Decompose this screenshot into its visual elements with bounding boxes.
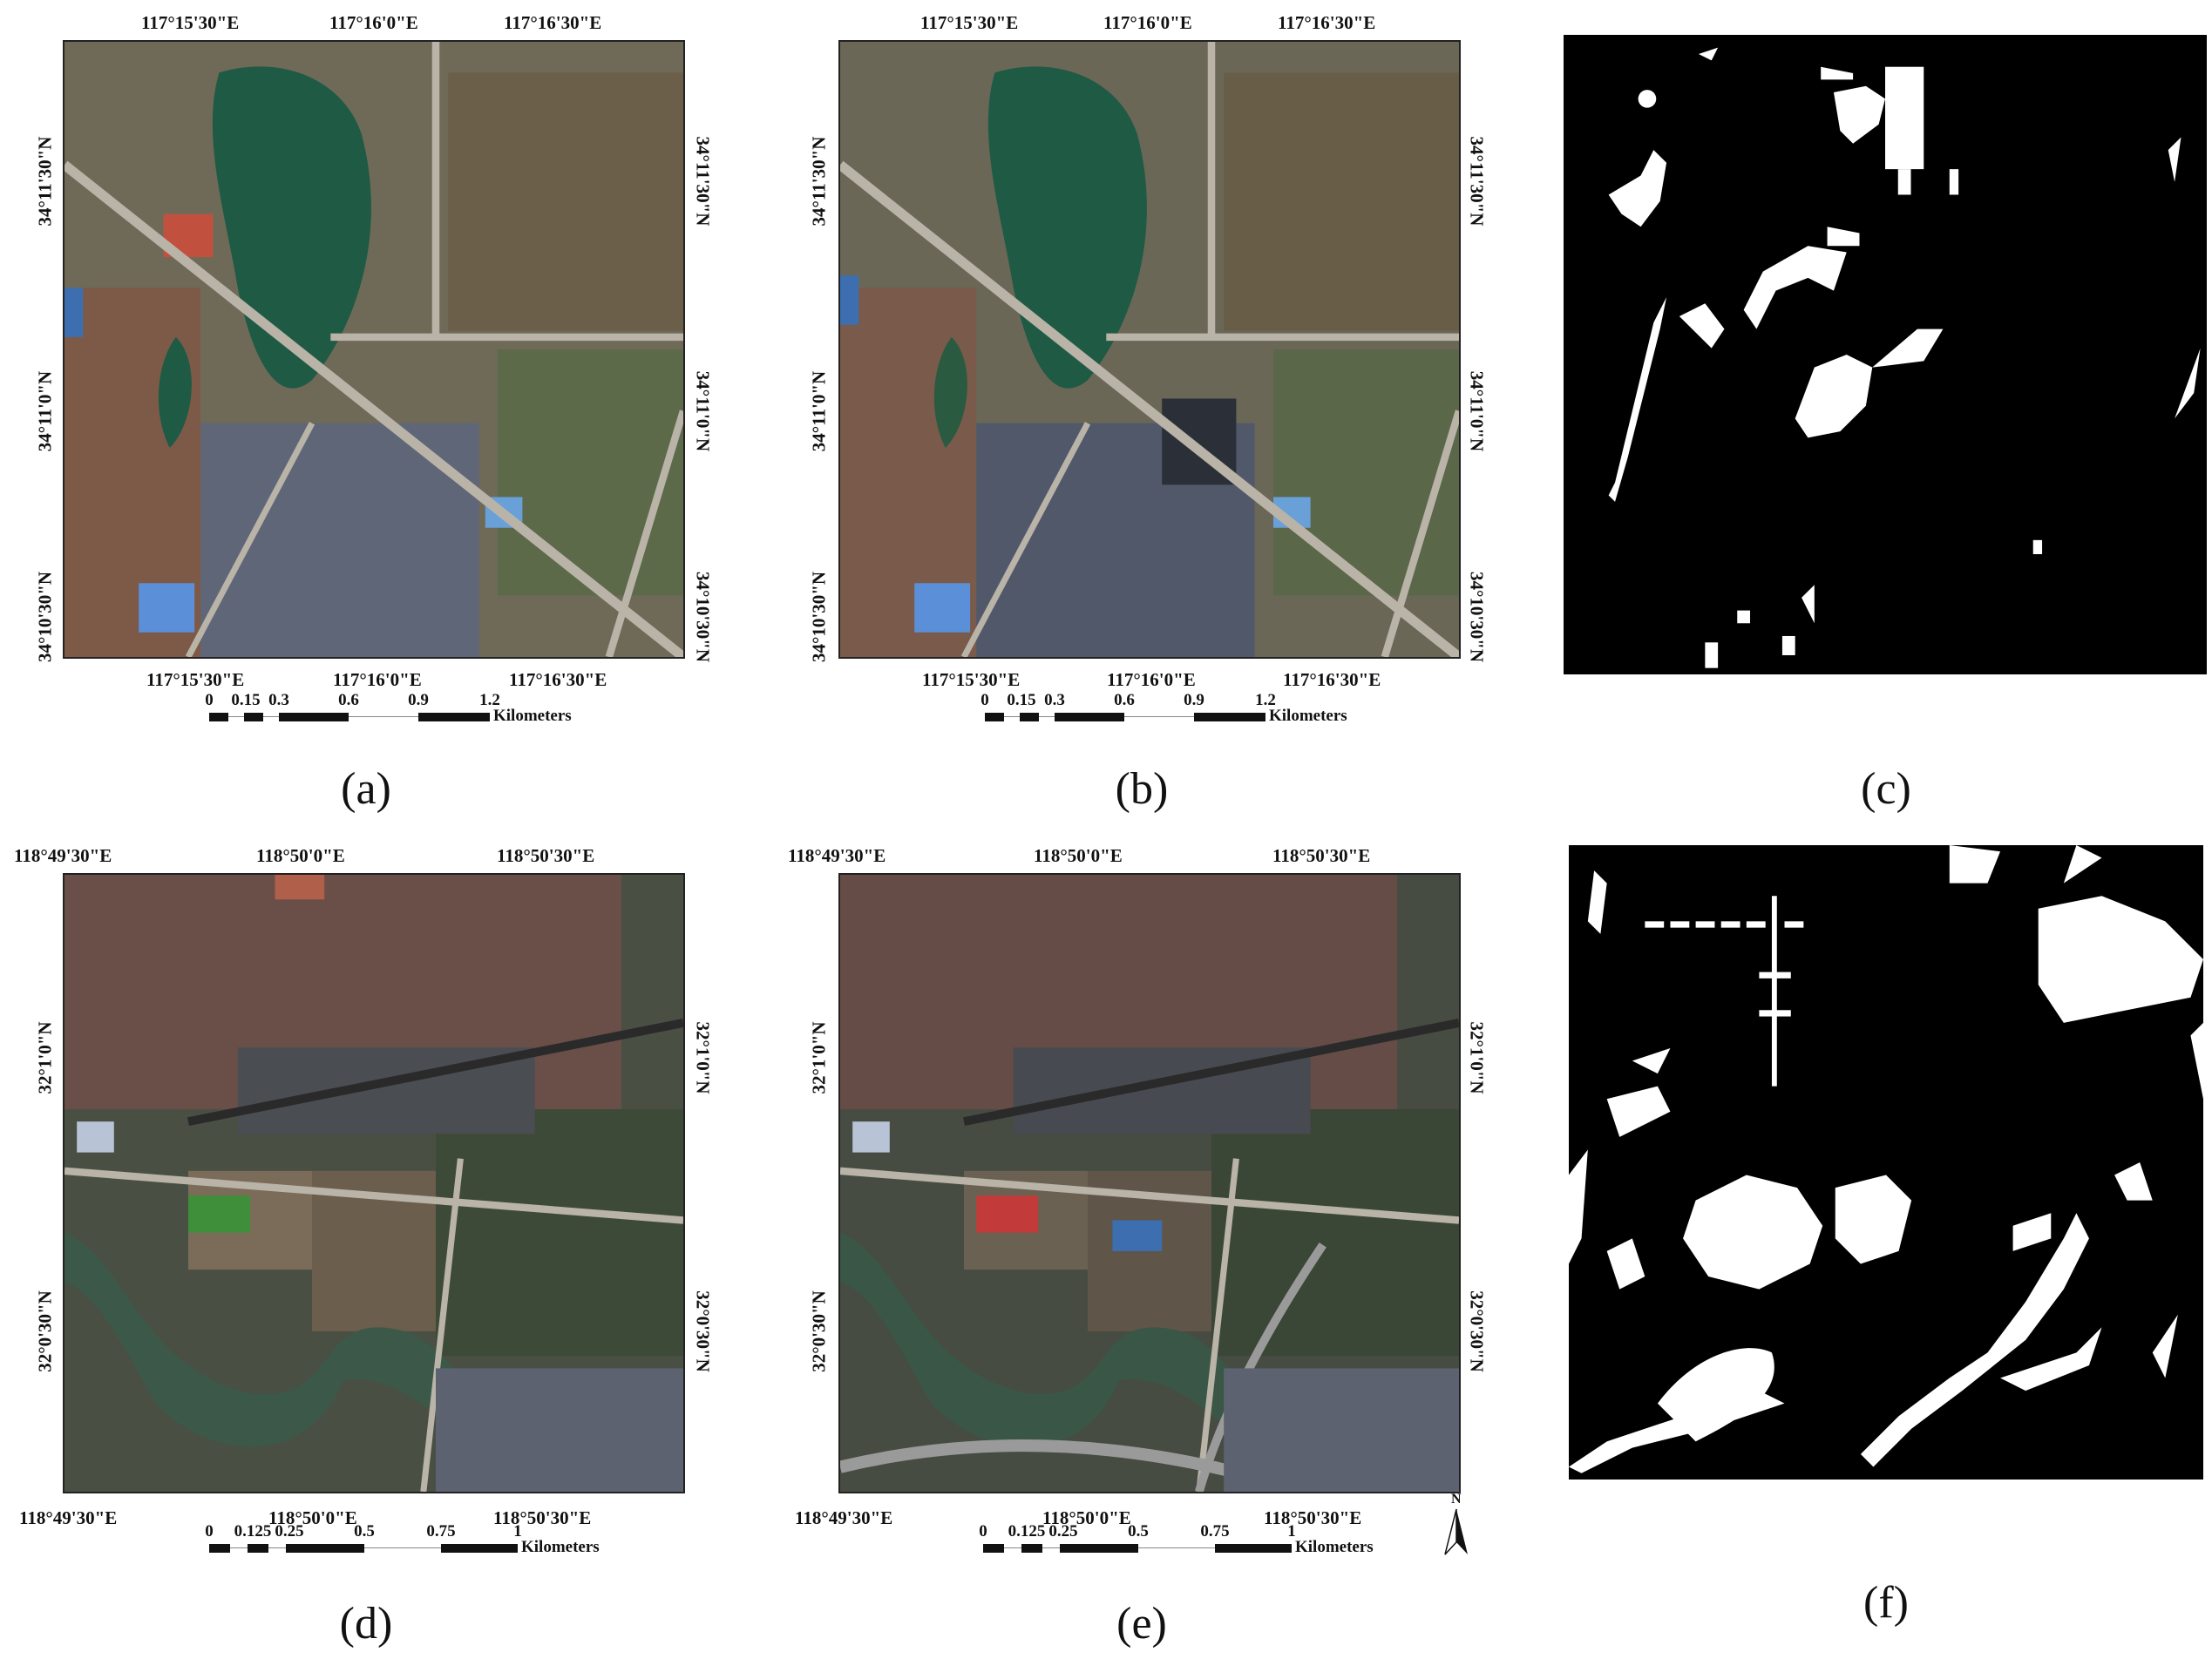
left-tick-a-3: 34°10'30"N <box>34 571 56 663</box>
scale-label-b-0: 0 <box>980 691 989 709</box>
left-tick-a-1: 34°11'30"N <box>34 136 56 227</box>
top-tick-d-3: 118°50'30"E <box>497 845 595 866</box>
right-tick-e-2: 32°0'30"N <box>1466 1290 1488 1372</box>
bottom-tick-b-1: 117°15'30"E <box>922 669 1021 690</box>
satellite-imagery-a <box>64 42 683 657</box>
bottom-tick-a-2: 117°16'0"E <box>333 669 422 690</box>
satellite-map-e <box>838 873 1461 1493</box>
scale-unit-d: Kilometers <box>521 1538 600 1556</box>
right-tick-b-2: 34°11'0"N <box>1466 370 1488 452</box>
change-map-f-shapes <box>1569 845 2203 1473</box>
satellite-map-b <box>838 40 1461 659</box>
top-tick-e-2: 118°50'0"E <box>1034 845 1123 866</box>
bottom-tick-b-3: 117°16'30"E <box>1283 669 1381 690</box>
right-tick-a-3: 34°10'30"N <box>692 571 714 663</box>
scale-label-b-4: 0.9 <box>1184 691 1204 709</box>
scale-label-d-5: 1 <box>513 1522 522 1540</box>
scale-label-e-3: 0.5 <box>1128 1522 1149 1540</box>
scale-label-e-1: 0.125 <box>1008 1522 1046 1540</box>
scale-label-b-2: 0.3 <box>1044 691 1065 709</box>
scale-label-a-0: 0 <box>205 691 214 709</box>
right-tick-e-1: 32°1'0"N <box>1466 1021 1488 1094</box>
scale-label-e-2: 0.25 <box>1048 1522 1078 1540</box>
bottom-tick-d-3: 118°50'30"E <box>493 1507 592 1528</box>
left-tick-d-1: 32°1'0"N <box>34 1021 56 1094</box>
top-tick-a-1: 117°15'30"E <box>141 12 240 33</box>
bottom-tick-a-3: 117°16'30"E <box>509 669 607 690</box>
satellite-imagery-d <box>64 875 683 1492</box>
caption-c: (c) <box>1861 764 1911 814</box>
right-tick-b-3: 34°10'30"N <box>1466 571 1488 663</box>
right-tick-a-2: 34°11'0"N <box>692 370 714 452</box>
left-tick-b-1: 34°11'30"N <box>808 136 830 227</box>
bottom-tick-e-1: 118°49'30"E <box>795 1507 893 1528</box>
scale-label-a-2: 0.3 <box>268 691 289 709</box>
bottom-tick-e-2: 118°50'0"E <box>1042 1507 1131 1528</box>
satellite-imagery-b <box>840 42 1459 657</box>
right-tick-a-1: 34°11'30"N <box>692 136 714 227</box>
bottom-tick-e-3: 118°50'30"E <box>1264 1507 1362 1528</box>
scale-label-d-3: 0.5 <box>354 1522 375 1540</box>
scale-label-b-3: 0.6 <box>1114 691 1135 709</box>
top-tick-a-2: 117°16'0"E <box>329 12 418 33</box>
satellite-imagery-e <box>840 875 1459 1492</box>
caption-b: (b) <box>1115 764 1169 814</box>
scale-label-a-3: 0.6 <box>338 691 359 709</box>
left-tick-e-2: 32°0'30"N <box>808 1290 830 1372</box>
north-arrow-icon <box>1444 1508 1468 1555</box>
left-tick-b-3: 34°10'30"N <box>808 571 830 663</box>
bottom-tick-b-2: 117°16'0"E <box>1107 669 1196 690</box>
caption-e: (e) <box>1116 1599 1167 1649</box>
scale-label-d-4: 0.75 <box>426 1522 456 1540</box>
left-tick-b-2: 34°11'0"N <box>808 370 830 452</box>
scale-label-b-1: 0.15 <box>1007 691 1036 709</box>
change-map-c-shapes <box>1608 47 2201 668</box>
scale-label-e-0: 0 <box>979 1522 987 1540</box>
scale-label-d-1: 0.125 <box>234 1522 272 1540</box>
scale-unit-e: Kilometers <box>1295 1538 1374 1556</box>
top-tick-a-3: 117°16'30"E <box>504 12 602 33</box>
scale-label-d-0: 0 <box>205 1522 214 1540</box>
bottom-tick-a-1: 117°15'30"E <box>146 669 245 690</box>
left-tick-a-2: 34°11'0"N <box>34 370 56 452</box>
scale-label-e-4: 0.75 <box>1200 1522 1230 1540</box>
scale-unit-a: Kilometers <box>493 707 572 725</box>
top-tick-d-1: 118°49'30"E <box>14 845 112 866</box>
right-tick-d-1: 32°1'0"N <box>692 1021 714 1094</box>
scale-label-e-5: 1 <box>1287 1522 1296 1540</box>
left-tick-e-1: 32°1'0"N <box>808 1021 830 1094</box>
scale-label-b-5: 1.2 <box>1255 691 1276 709</box>
top-tick-d-2: 118°50'0"E <box>256 845 345 866</box>
satellite-map-a <box>63 40 685 659</box>
scale-label-a-4: 0.9 <box>408 691 429 709</box>
top-tick-b-3: 117°16'30"E <box>1278 12 1376 33</box>
top-tick-b-1: 117°15'30"E <box>920 12 1019 33</box>
top-tick-b-2: 117°16'0"E <box>1103 12 1192 33</box>
caption-d: (d) <box>339 1599 393 1649</box>
bottom-tick-d-2: 118°50'0"E <box>268 1507 357 1528</box>
top-tick-e-1: 118°49'30"E <box>788 845 886 866</box>
satellite-map-d <box>63 873 685 1493</box>
caption-a: (a) <box>341 764 391 814</box>
caption-f: (f) <box>1863 1578 1909 1628</box>
change-map-f <box>1569 845 2203 1480</box>
scale-label-a-1: 0.15 <box>231 691 261 709</box>
north-arrow-label: N <box>1451 1492 1462 1507</box>
change-map-c <box>1564 35 2207 674</box>
top-tick-e-3: 118°50'30"E <box>1272 845 1371 866</box>
bottom-tick-d-1: 118°49'30"E <box>19 1507 118 1528</box>
scale-label-d-2: 0.25 <box>275 1522 304 1540</box>
right-tick-d-2: 32°0'30"N <box>692 1290 714 1372</box>
scale-unit-b: Kilometers <box>1269 707 1347 725</box>
north-arrow: N <box>1442 1492 1471 1558</box>
right-tick-b-1: 34°11'30"N <box>1466 136 1488 227</box>
scale-label-a-5: 1.2 <box>479 691 500 709</box>
left-tick-d-2: 32°0'30"N <box>34 1290 56 1372</box>
